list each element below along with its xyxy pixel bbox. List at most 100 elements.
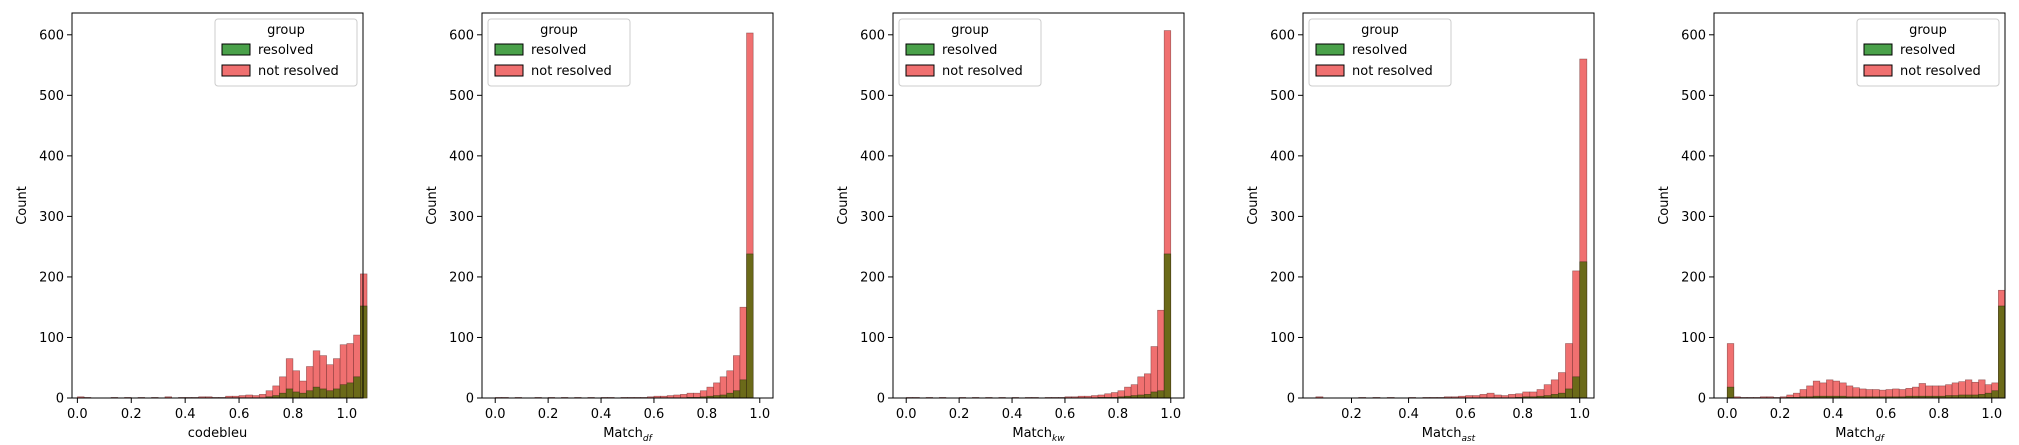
y-tick-label: 0 (466, 392, 474, 407)
legend-title: group (1909, 23, 1947, 38)
bar-resolved (333, 388, 341, 399)
legend-swatch-resolved (905, 43, 935, 56)
y-tick-label: 600 (1681, 28, 1706, 43)
x-tick-label: 0.2 (949, 407, 970, 422)
bar-resolved (312, 386, 321, 399)
x-axis-label-base: Match (1422, 426, 1462, 441)
x-axis-label-base: Match (603, 426, 643, 441)
bar-resolved (353, 376, 361, 399)
chart-panel-2: 0 100 200 300 400 500 600 0.0 0.2 0.4 0.6 0.8 1.0 Cou… (425, 12, 774, 444)
x-tick-label: 0.0 (896, 407, 917, 422)
legend: group resolved not resolved (487, 18, 631, 87)
y-tick-label: 300 (1681, 210, 1706, 225)
x-tick-label: 0.8 (283, 407, 304, 422)
bar-not-resolved (1819, 382, 1827, 399)
bar-resolved (1991, 390, 1999, 399)
bar-not-resolved (1845, 385, 1854, 399)
bar-not-resolved (1150, 346, 1158, 399)
bar-resolved (299, 392, 307, 399)
x-tick-label: 0.8 (1512, 407, 1533, 422)
y-axis-label: Count (836, 186, 851, 225)
legend-label: resolved (258, 43, 313, 58)
y-tick-label: 400 (1681, 149, 1706, 164)
y-tick-label: 100 (1681, 331, 1706, 346)
bar-resolved (306, 390, 314, 399)
y-tick-label: 200 (1270, 270, 1295, 285)
legend-label: resolved (531, 43, 586, 58)
x-tick-label: 0.0 (1717, 407, 1738, 422)
x-tick-label: 1.0 (749, 407, 770, 422)
bar-resolved (319, 388, 327, 399)
y-tick-label: 0 (1287, 392, 1295, 407)
x-tick-label: 0.4 (1823, 407, 1844, 422)
bar-resolved (1550, 394, 1559, 399)
x-axis-label-base: Match (1835, 426, 1875, 441)
x-tick-label: 0.2 (1341, 407, 1362, 422)
bar-resolved (739, 379, 747, 399)
legend: group resolved not resolved (1308, 18, 1452, 87)
y-tick-label: 600 (860, 28, 885, 43)
bar-not-resolved (1918, 383, 1926, 399)
y-tick-label: 200 (39, 270, 64, 285)
bar-not-resolved (1479, 394, 1488, 399)
legend-swatch-resolved (494, 43, 524, 56)
plot-frame (1713, 12, 2006, 399)
bar-not-resolved (1486, 392, 1495, 399)
bar-resolved (346, 382, 354, 399)
y-tick-label: 600 (39, 28, 64, 43)
y-tick-label: 0 (56, 392, 64, 407)
bar-not-resolved (1826, 379, 1834, 399)
bar-not-resolved (1852, 387, 1860, 399)
x-axis-label: Matchast (1422, 426, 1476, 444)
legend-label: resolved (1900, 43, 1955, 58)
bar-resolved (1558, 392, 1566, 399)
legend-swatch-resolved (1315, 43, 1345, 56)
y-tick-label: 500 (39, 89, 64, 104)
y-tick-label: 300 (860, 210, 885, 225)
x-tick-label: 0.2 (538, 407, 559, 422)
x-axis-label-subscript: df (643, 434, 654, 444)
legend-swatch-not-resolved (1863, 64, 1893, 77)
legend-label: not resolved (258, 64, 339, 79)
bar-resolved (279, 392, 287, 399)
legend-swatch-not-resolved (221, 64, 251, 77)
plot-frame (892, 12, 1185, 399)
bar-resolved (1978, 394, 1986, 399)
x-axis-label-subscript: kw (1052, 434, 1065, 444)
legend-swatch-resolved (221, 43, 251, 56)
x-tick-label: 0.0 (67, 407, 88, 422)
legend-label: not resolved (1352, 64, 1433, 79)
x-tick-label: 0.4 (1398, 407, 1419, 422)
legend-label: not resolved (942, 64, 1023, 79)
plot-frame (71, 12, 364, 399)
x-tick-label: 0.6 (644, 407, 665, 422)
x-tick-label: 0.8 (1108, 407, 1129, 422)
legend: group resolved not resolved (1856, 18, 2000, 87)
bar-resolved (285, 388, 294, 399)
x-axis-label: Matchdf (1835, 426, 1885, 444)
x-axis-label-subscript: ast (1461, 434, 1475, 444)
chart-panel-1: 0 100 200 300 400 500 600 0.0 0.2 0.4 0.6 0.8 1.0 Cou… (15, 12, 368, 441)
bar-resolved (292, 391, 300, 399)
legend-title: group (540, 23, 578, 38)
y-tick-label: 500 (449, 89, 474, 104)
legend-title: group (267, 23, 305, 38)
x-tick-label: 0.4 (1002, 407, 1023, 422)
y-tick-label: 100 (449, 331, 474, 346)
y-tick-label: 500 (1681, 89, 1706, 104)
legend-swatch-not-resolved (1315, 64, 1345, 77)
bar-resolved (360, 305, 368, 399)
x-tick-label: 0.4 (591, 407, 612, 422)
y-tick-label: 300 (1270, 210, 1295, 225)
y-tick-label: 100 (39, 331, 64, 346)
legend: group resolved not resolved (214, 18, 358, 87)
bar-resolved (733, 390, 741, 399)
y-axis-label: Count (1657, 186, 1672, 225)
y-tick-label: 600 (1270, 28, 1295, 43)
y-tick-label: 300 (39, 210, 64, 225)
x-tick-label: 1.0 (336, 407, 357, 422)
x-axis-label: Matchkw (1012, 426, 1065, 444)
x-axis-label-base: Match (1012, 426, 1052, 441)
bar-not-resolved (1806, 385, 1814, 399)
y-tick-label: 500 (1270, 89, 1295, 104)
